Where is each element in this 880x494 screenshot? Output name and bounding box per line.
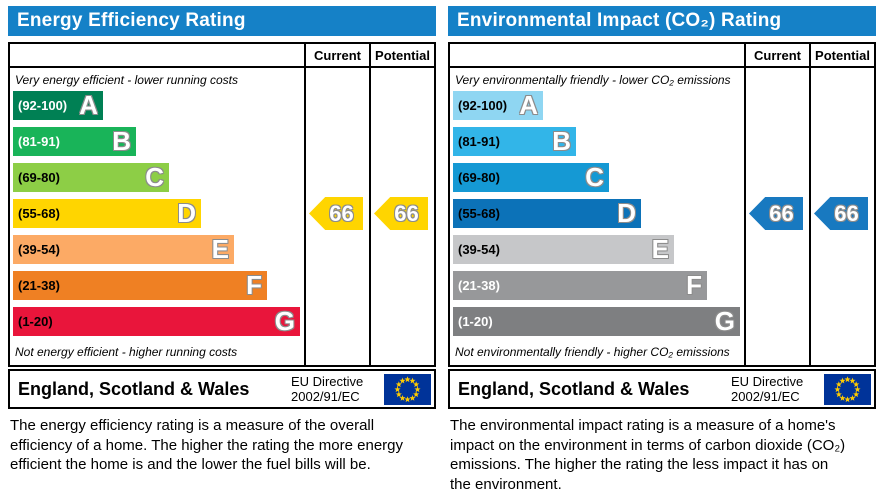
band-f: (21-38) F [13, 271, 267, 300]
potential-column-header: Potential [809, 44, 874, 68]
band-c: (69-80) C [453, 163, 609, 192]
region-footer: England, Scotland & Wales EU Directive 2… [448, 369, 876, 409]
directive-label: EU Directive 2002/91/EC [291, 374, 364, 404]
band-letter: G [714, 306, 735, 336]
band-d: (55-68) D [453, 199, 641, 228]
current-rating-arrow: 66 [309, 197, 363, 230]
scale-note-bottom: Not environmentally friendly - higher CO… [455, 345, 730, 359]
potential-value-cell: 66 [369, 68, 434, 365]
band-letter: A [519, 90, 538, 120]
current-column-header: Current [744, 44, 809, 68]
band-d: (55-68) D [13, 199, 201, 228]
band-letter: A [79, 90, 98, 120]
potential-value-cell: 66 [809, 68, 874, 365]
band-range-label: (39-54) [458, 242, 500, 257]
current-rating-arrow: 66 [749, 197, 803, 230]
band-g: (1-20) G [453, 307, 740, 336]
band-range-label: (21-38) [458, 278, 500, 293]
eu-flag-icon [824, 373, 871, 405]
band-range-label: (1-20) [18, 314, 53, 329]
rating-chart: Current Potential Very environmentally f… [448, 42, 876, 367]
eu-flag-icon [384, 373, 431, 405]
band-letter: G [274, 306, 295, 336]
current-rating-value: 66 [329, 200, 354, 226]
scale-note-bottom: Not energy efficient - higher running co… [15, 345, 238, 359]
panel-title: Energy Efficiency Rating [8, 6, 436, 36]
potential-rating-arrow: 66 [374, 197, 428, 230]
bands-list: (92-100) A (81-91) B (69-80) C (55-68) D (39-54)… [453, 91, 744, 336]
scale-note-top: Very environmentally friendly - lower CO… [455, 73, 731, 87]
band-range-label: (81-91) [458, 134, 500, 149]
region-label: England, Scotland & Wales [18, 378, 250, 399]
band-range-label: (92-100) [458, 98, 508, 113]
band-range-label: (1-20) [458, 314, 493, 329]
energy-efficiency-panel: Energy Efficiency Rating Current Potenti… [8, 6, 436, 494]
band-a: (92-100) A [453, 91, 543, 120]
environmental-impact-panel: Environmental Impact (CO₂) Rating Curren… [448, 6, 876, 494]
rating-chart: Current Potential Very energy efficient … [8, 42, 436, 367]
panel-title: Environmental Impact (CO₂) Rating [448, 6, 876, 36]
band-letter: C [585, 162, 604, 192]
band-range-label: (21-38) [18, 278, 60, 293]
band-e: (39-54) E [453, 235, 674, 264]
potential-rating-arrow: 66 [814, 197, 868, 230]
panel-description: The energy efficiency rating is a measur… [10, 417, 404, 473]
band-c: (69-80) C [13, 163, 169, 192]
band-b: (81-91) B [453, 127, 576, 156]
scale-note-top: Very energy efficient - lower running co… [15, 73, 238, 87]
band-e: (39-54) E [13, 235, 234, 264]
band-range-label: (69-80) [458, 170, 500, 185]
band-letter: D [617, 198, 636, 228]
band-f: (21-38) F [453, 271, 707, 300]
current-rating-value: 66 [769, 200, 794, 226]
band-b: (81-91) B [13, 127, 136, 156]
current-value-cell: 66 [304, 68, 369, 365]
bands-area: Very environmentally friendly - lower CO… [450, 68, 744, 365]
chart-corner-cell [10, 44, 304, 68]
directive-label: EU Directive 2002/91/EC [731, 374, 804, 404]
current-column-header: Current [304, 44, 369, 68]
band-letter: F [686, 270, 702, 300]
region-label: England, Scotland & Wales [458, 378, 690, 399]
band-letter: B [552, 126, 571, 156]
band-range-label: (39-54) [18, 242, 60, 257]
band-letter: C [145, 162, 164, 192]
band-letter: F [246, 270, 262, 300]
band-letter: E [651, 234, 669, 264]
band-range-label: (81-91) [18, 134, 60, 149]
chart-corner-cell [450, 44, 744, 68]
current-value-cell: 66 [744, 68, 809, 365]
band-letter: D [177, 198, 196, 228]
potential-rating-value: 66 [834, 200, 859, 226]
region-footer: England, Scotland & Wales EU Directive 2… [8, 369, 436, 409]
bands-area: Very energy efficient - lower running co… [10, 68, 304, 365]
band-letter: E [211, 234, 229, 264]
band-range-label: (92-100) [18, 98, 68, 113]
panel-description: The environmental impact rating is a mea… [450, 417, 846, 493]
band-range-label: (69-80) [18, 170, 60, 185]
potential-rating-value: 66 [394, 200, 419, 226]
band-range-label: (55-68) [458, 206, 500, 221]
band-letter: B [112, 126, 131, 156]
potential-column-header: Potential [369, 44, 434, 68]
band-range-label: (55-68) [18, 206, 60, 221]
band-g: (1-20) G [13, 307, 300, 336]
bands-list: (92-100) A (81-91) B (69-80) C (55-68) D (39-54)… [13, 91, 304, 336]
band-a: (92-100) A [13, 91, 103, 120]
